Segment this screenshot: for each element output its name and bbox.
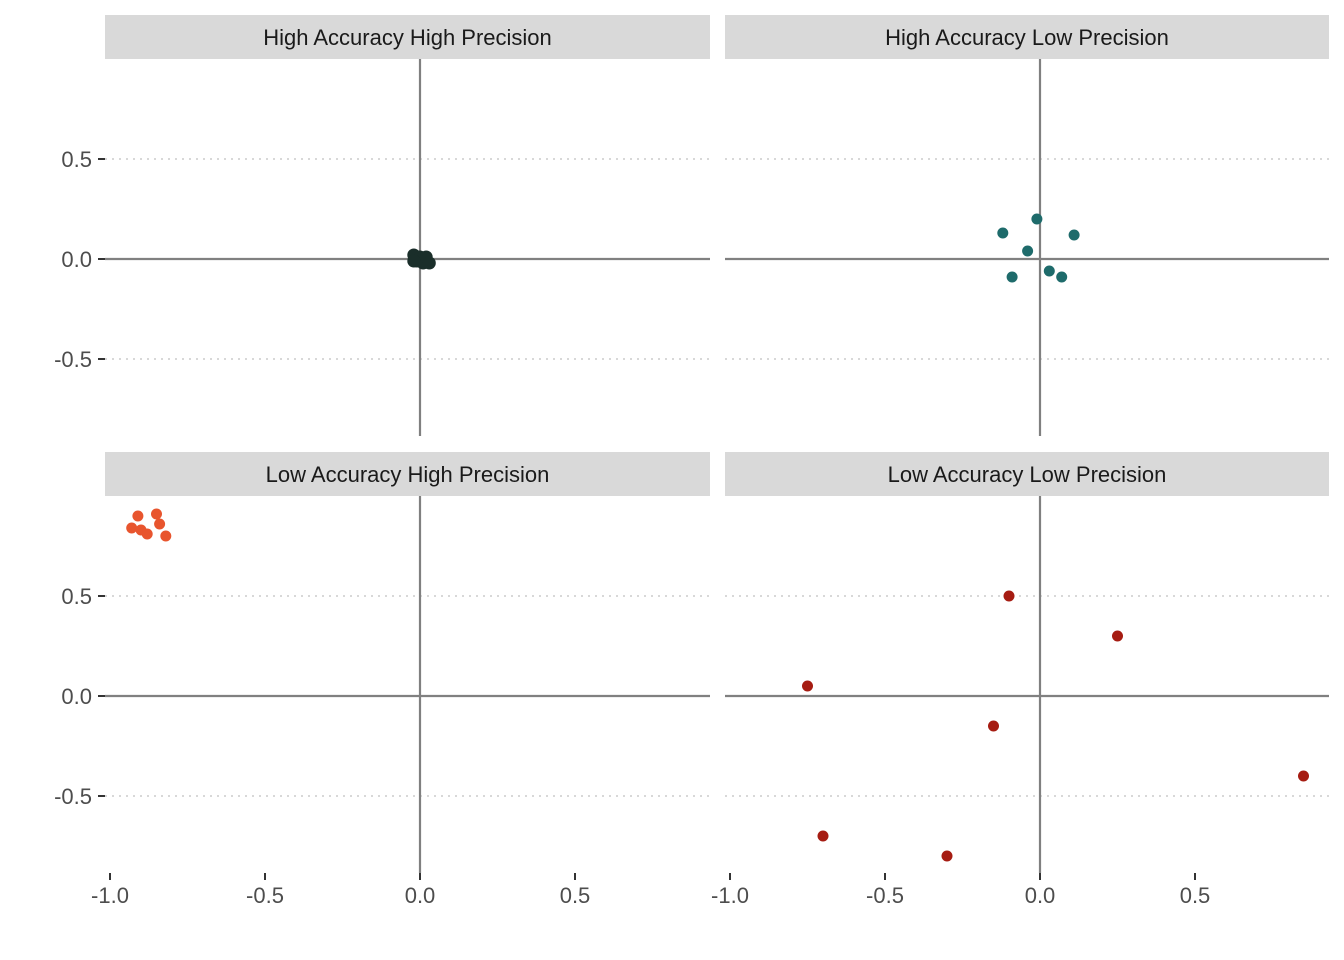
panel-title: High Accuracy High Precision xyxy=(263,25,552,50)
data-point xyxy=(422,256,436,270)
data-point xyxy=(802,680,813,692)
data-point xyxy=(407,254,421,268)
data-point xyxy=(1003,590,1015,602)
panel-title: Low Accuracy Low Precision xyxy=(888,462,1167,487)
panel-title: Low Accuracy High Precision xyxy=(266,462,550,487)
panel-strip xyxy=(725,15,1329,59)
x-tick-label: 0.0 xyxy=(1025,883,1056,908)
panel-strip xyxy=(725,452,1329,496)
data-point xyxy=(1112,630,1123,642)
y-tick-label: 0.5 xyxy=(61,584,92,609)
data-point xyxy=(1043,265,1055,277)
panel: Low Accuracy High Precision xyxy=(105,452,710,873)
data-point xyxy=(817,830,829,842)
x-tick-label: -1.0 xyxy=(711,883,749,908)
data-point xyxy=(151,508,162,520)
data-point xyxy=(1006,271,1018,283)
x-tick-label: 0.5 xyxy=(1180,883,1211,908)
y-tick-label: 0.0 xyxy=(61,684,92,709)
y-tick-label: 0.0 xyxy=(61,247,92,272)
data-point xyxy=(141,528,153,540)
y-tick-label: -0.5 xyxy=(54,784,92,809)
panel: High Accuracy High Precision xyxy=(105,15,710,436)
y-tick-label: 0.5 xyxy=(61,147,92,172)
y-tick-label: -0.5 xyxy=(54,347,92,372)
panels: High Accuracy High Precision High Accurac… xyxy=(105,15,1329,873)
data-point xyxy=(154,518,166,530)
x-tick-label: 0.5 xyxy=(560,883,591,908)
data-point xyxy=(1031,213,1043,225)
data-point xyxy=(1298,770,1309,782)
x-tick-label: -1.0 xyxy=(91,883,129,908)
x-tick-label: 0.0 xyxy=(405,883,436,908)
panel: High Accuracy Low Precision xyxy=(725,15,1329,436)
y-axes: -0.5 0.0 0.5 -0.5 0.0 0.5 xyxy=(54,147,105,809)
x-axes: -1.0 -0.5 0.0 0.5 -1.0 -0.5 0.0 0.5 xyxy=(91,873,1210,908)
data-point xyxy=(132,510,144,522)
data-point xyxy=(126,522,138,534)
panel: Low Accuracy Low Precision xyxy=(725,452,1329,873)
x-tick-label: -0.5 xyxy=(866,883,904,908)
data-point xyxy=(1022,245,1034,257)
panel-strip xyxy=(105,15,710,59)
data-point xyxy=(997,227,1009,239)
x-tick-label: -0.5 xyxy=(246,883,284,908)
data-point xyxy=(1068,229,1080,241)
data-point xyxy=(160,530,172,542)
data-point xyxy=(1056,271,1068,283)
panel-title: High Accuracy Low Precision xyxy=(885,25,1169,50)
data-point xyxy=(988,720,999,732)
panel-strip xyxy=(105,452,710,496)
data-point xyxy=(941,850,953,862)
